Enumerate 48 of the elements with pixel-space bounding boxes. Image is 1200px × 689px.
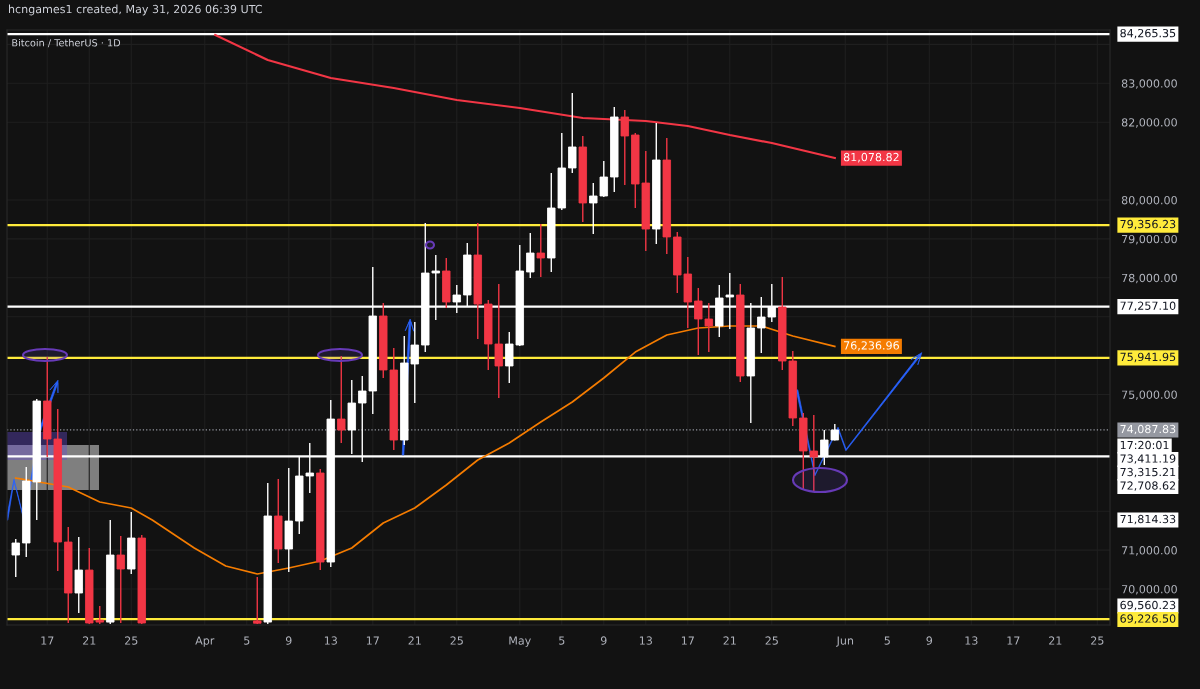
text: 71,814.33 <box>1120 514 1176 525</box>
ref-line-label: 84,265.35 <box>1120 28 1176 39</box>
ref-line-label: 75,941.95 <box>1120 352 1176 363</box>
x-tick-label: 13 <box>965 636 978 645</box>
x-tick-label: 25 <box>450 636 463 645</box>
ref-line-label: 69,226.50 <box>1120 614 1176 624</box>
text: Bitcoin / TetherUS · 1D <box>12 38 121 48</box>
y-tick-label: 78,000.00 <box>1122 273 1177 284</box>
data-label: 76,236.96 <box>844 341 899 351</box>
y-tick-label: 71,000.00 <box>1122 546 1177 556</box>
y-tick-label: 79,000.00 <box>1122 234 1177 245</box>
y-tick-label: 80,000.00 <box>1121 195 1177 206</box>
x-tick-label: 9 <box>926 636 933 645</box>
x-tick-label: 25 <box>765 636 778 645</box>
text: 73,315.21 <box>1120 467 1176 478</box>
x-tick-label: 5 <box>559 636 565 645</box>
text: 72,708.62 <box>1120 481 1176 491</box>
ref-line-label: 79,356.23 <box>1120 219 1176 230</box>
y-tick-label: 75,000.00 <box>1122 390 1177 401</box>
ref-line-label: 73,411.19 <box>1120 454 1176 464</box>
x-tick-label: 17 <box>366 636 379 645</box>
data-label: 81,078.82 <box>843 152 899 163</box>
x-tick-label: Jun <box>836 636 854 647</box>
ref-line-label: 77,257.10 <box>1120 301 1176 312</box>
x-tick-label: Apr <box>195 636 215 647</box>
y-tick-label: 83,000.00 <box>1121 79 1177 89</box>
x-tick-label: 9 <box>285 636 292 645</box>
x-tick-label: 17 <box>681 636 694 645</box>
x-tick-label: 21 <box>723 636 736 645</box>
x-tick-label: 17 <box>41 636 54 645</box>
x-tick-label: 5 <box>884 636 890 645</box>
x-tick-label: 25 <box>125 636 138 645</box>
text: 17:20:01 <box>1120 440 1169 450</box>
text: 69,560.23 <box>1120 600 1176 611</box>
ref-line-label: 74,087.83 <box>1120 424 1176 435</box>
x-tick-label: 21 <box>1049 636 1062 645</box>
x-tick-label: 13 <box>639 636 652 645</box>
x-tick-label: 21 <box>83 636 96 645</box>
x-tick-label: 21 <box>408 636 421 645</box>
x-tick-label: 5 <box>244 636 250 645</box>
y-tick-label: 70,000.00 <box>1122 584 1177 595</box>
x-tick-label: May <box>509 636 531 647</box>
x-tick-label: 9 <box>600 636 607 645</box>
chart-title: hcngames1 created, May 31, 2026 06:39 UTC <box>9 4 262 16</box>
x-tick-label: 17 <box>1007 636 1020 645</box>
x-tick-label: 25 <box>1091 636 1104 645</box>
y-tick-label: 82,000.00 <box>1121 118 1177 128</box>
x-tick-label: 13 <box>324 636 337 645</box>
